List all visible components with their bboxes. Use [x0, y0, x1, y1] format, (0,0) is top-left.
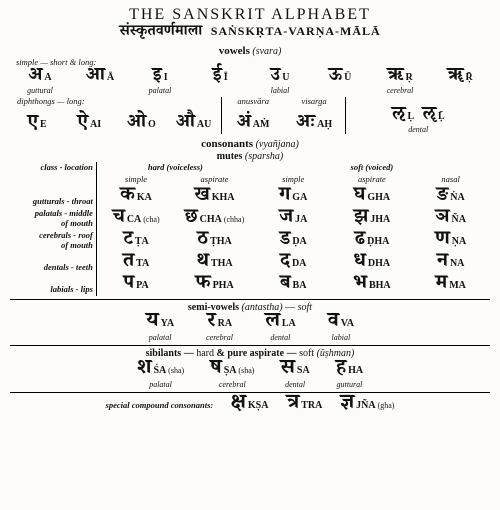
mutes-label: mutes [217, 151, 243, 162]
consonant-cell: घGHA [334, 187, 411, 207]
consonant-cell: णṆA [412, 231, 489, 251]
consonant-cell: छCHA (chha) [176, 209, 253, 229]
semivowels-row: यYApalatal रRAcerebral लLAdental वVAlabial [10, 313, 490, 342]
vowel-am: अंAṀ [223, 115, 284, 134]
semivowel-cell: रRAcerebral [206, 313, 233, 342]
vowel-cell: उU [251, 68, 309, 87]
consonant-cell: चCA (cha) [98, 209, 174, 229]
vowel-place: guttural [11, 86, 69, 95]
consonant-cell: तTA [98, 253, 174, 273]
row-label: gutturals - throat [10, 186, 96, 208]
anusvara-label: anusvāra [223, 97, 284, 107]
semivowel-cell: लLAdental [265, 313, 296, 342]
vowel-cell: ॠṜ [431, 68, 489, 87]
vowel-cell: आĀ [71, 68, 129, 87]
vowel-cell: इI [131, 68, 189, 87]
col-aspirate2: aspirate [333, 174, 412, 186]
sibilants-row: शŚA (sha)palatal षṢA (sha)cerebral सSAdent… [10, 360, 490, 389]
special-cell: ज्ञJÑA (gha) [340, 395, 394, 416]
consonant-cell: भBHA [334, 275, 411, 295]
consonant-cell: बBA [255, 275, 332, 295]
consonant-cell: थTHA [176, 253, 253, 273]
sib-soft: soft [299, 348, 314, 359]
sibilant-cell: षṢA (sha)cerebral [210, 360, 254, 389]
col-simple: simple [96, 174, 175, 186]
consonants-heading: consonants (vyañjana) [10, 138, 490, 151]
col-nasal: nasal [411, 174, 490, 186]
subtitle: संस्कृतवर्णमाला SAṄSKṚTA-VARṆA-MĀLĀ [10, 25, 490, 41]
col-aspirate: aspirate [175, 174, 254, 186]
row-label: dentals - teeth [10, 252, 96, 274]
sibilant-cell: हHAguttural [336, 360, 363, 389]
consonants-table: class - location hard (voiceless) soft (… [10, 162, 490, 296]
mutes-italic: (sparsha) [245, 151, 283, 162]
vowels-italic: (svara) [252, 46, 281, 57]
consonant-cell: जJA [255, 209, 332, 229]
consonant-cell: पPA [98, 275, 174, 295]
consonant-cell: कKA [98, 187, 174, 207]
consonant-cell: ञÑA [412, 209, 489, 229]
vowel-place: cerebral [371, 86, 429, 95]
vowels-label: vowels [219, 45, 250, 57]
consonant-cell: दDA [255, 253, 332, 273]
vowel-cell: अA [11, 68, 69, 87]
cons-italic: (vyañjana) [256, 139, 299, 150]
diphthong-cell: एE [11, 115, 63, 134]
vowels-row2: diphthongs — long: anusvāra visarga एEऐA… [10, 97, 490, 134]
special-cell: क्षKṢA [230, 395, 268, 416]
special-cell: त्रTRA [286, 395, 322, 416]
cons-label: consonants [201, 138, 253, 150]
semivowel-cell: वVAlabial [328, 313, 354, 342]
hard-label: hard (voiceless) [96, 162, 253, 174]
vowel-cell: ईĪ [191, 68, 249, 87]
vowel-cell: ऋṚ [371, 68, 429, 87]
vowel-place: palatal [131, 86, 189, 95]
consonant-cell: डḌA [255, 231, 332, 251]
consonant-cell: टṬA [98, 231, 174, 251]
diphthong-cell: औAU [168, 115, 220, 134]
consonant-cell: नNA [412, 253, 489, 273]
diphthong-cell: ओO [115, 115, 167, 134]
subtitle-devanagari: संस्कृतवर्णमाला [119, 22, 202, 45]
class-location: class - location [10, 162, 96, 174]
diphthong-label: diphthongs — long: [17, 97, 220, 107]
subtitle-roman: SAṄSKṚTA-VARṆA-MĀLĀ [211, 24, 381, 38]
col-simple2: simple [254, 174, 333, 186]
page-title: THE SANSKRIT ALPHABET [10, 6, 490, 24]
row-label: palatals - middleof mouth [10, 208, 96, 230]
semivowels-heading: semi-vowels (antastha) — soft [10, 302, 490, 314]
l-vowel: ॡḸ [422, 107, 445, 126]
diphthong-cell: ऐAI [63, 115, 115, 134]
vowel-cell: ऊŪ [311, 68, 369, 87]
visarga-label: visarga [284, 97, 345, 107]
vowels-simple-table: अAआĀइIईĪउUऊŪऋṚॠṜ guttural palatal labial cer… [10, 68, 490, 95]
consonant-cell: झJHA [334, 209, 411, 229]
l-place: dental [347, 125, 489, 134]
vowel-ah: अःAḤ [284, 115, 345, 134]
sibilants-heading: sibilants — hard & pure aspirate — soft … [10, 348, 490, 360]
soft-label: soft (voiced) [254, 162, 490, 174]
row-label: labials - lips [10, 274, 96, 296]
consonant-cell: फPHA [176, 275, 253, 295]
semi-soft: soft [298, 302, 312, 313]
sibilant-cell: सSAdental [280, 360, 309, 389]
consonant-cell: धDHA [334, 253, 411, 273]
consonant-cell: मMA [412, 275, 489, 295]
special-label: special compound consonants: [106, 401, 217, 411]
consonant-cell: ढḌHA [334, 231, 411, 251]
sibilant-cell: शŚA (sha)palatal [137, 360, 184, 389]
row-label: cerebrals - roofof mouth [10, 230, 96, 252]
l-vowel: ऌḶ [392, 107, 414, 126]
consonant-cell: ङṄA [412, 187, 489, 207]
special-row: special compound consonants: क्षKṢA त्रTR… [10, 395, 490, 416]
mutes-heading: mutes (sparsha) [10, 151, 490, 163]
consonant-cell: गGA [255, 187, 332, 207]
vowel-place: labial [251, 86, 309, 95]
semivowel-cell: यYApalatal [146, 313, 174, 342]
sib-label: sibilants — [146, 348, 197, 359]
